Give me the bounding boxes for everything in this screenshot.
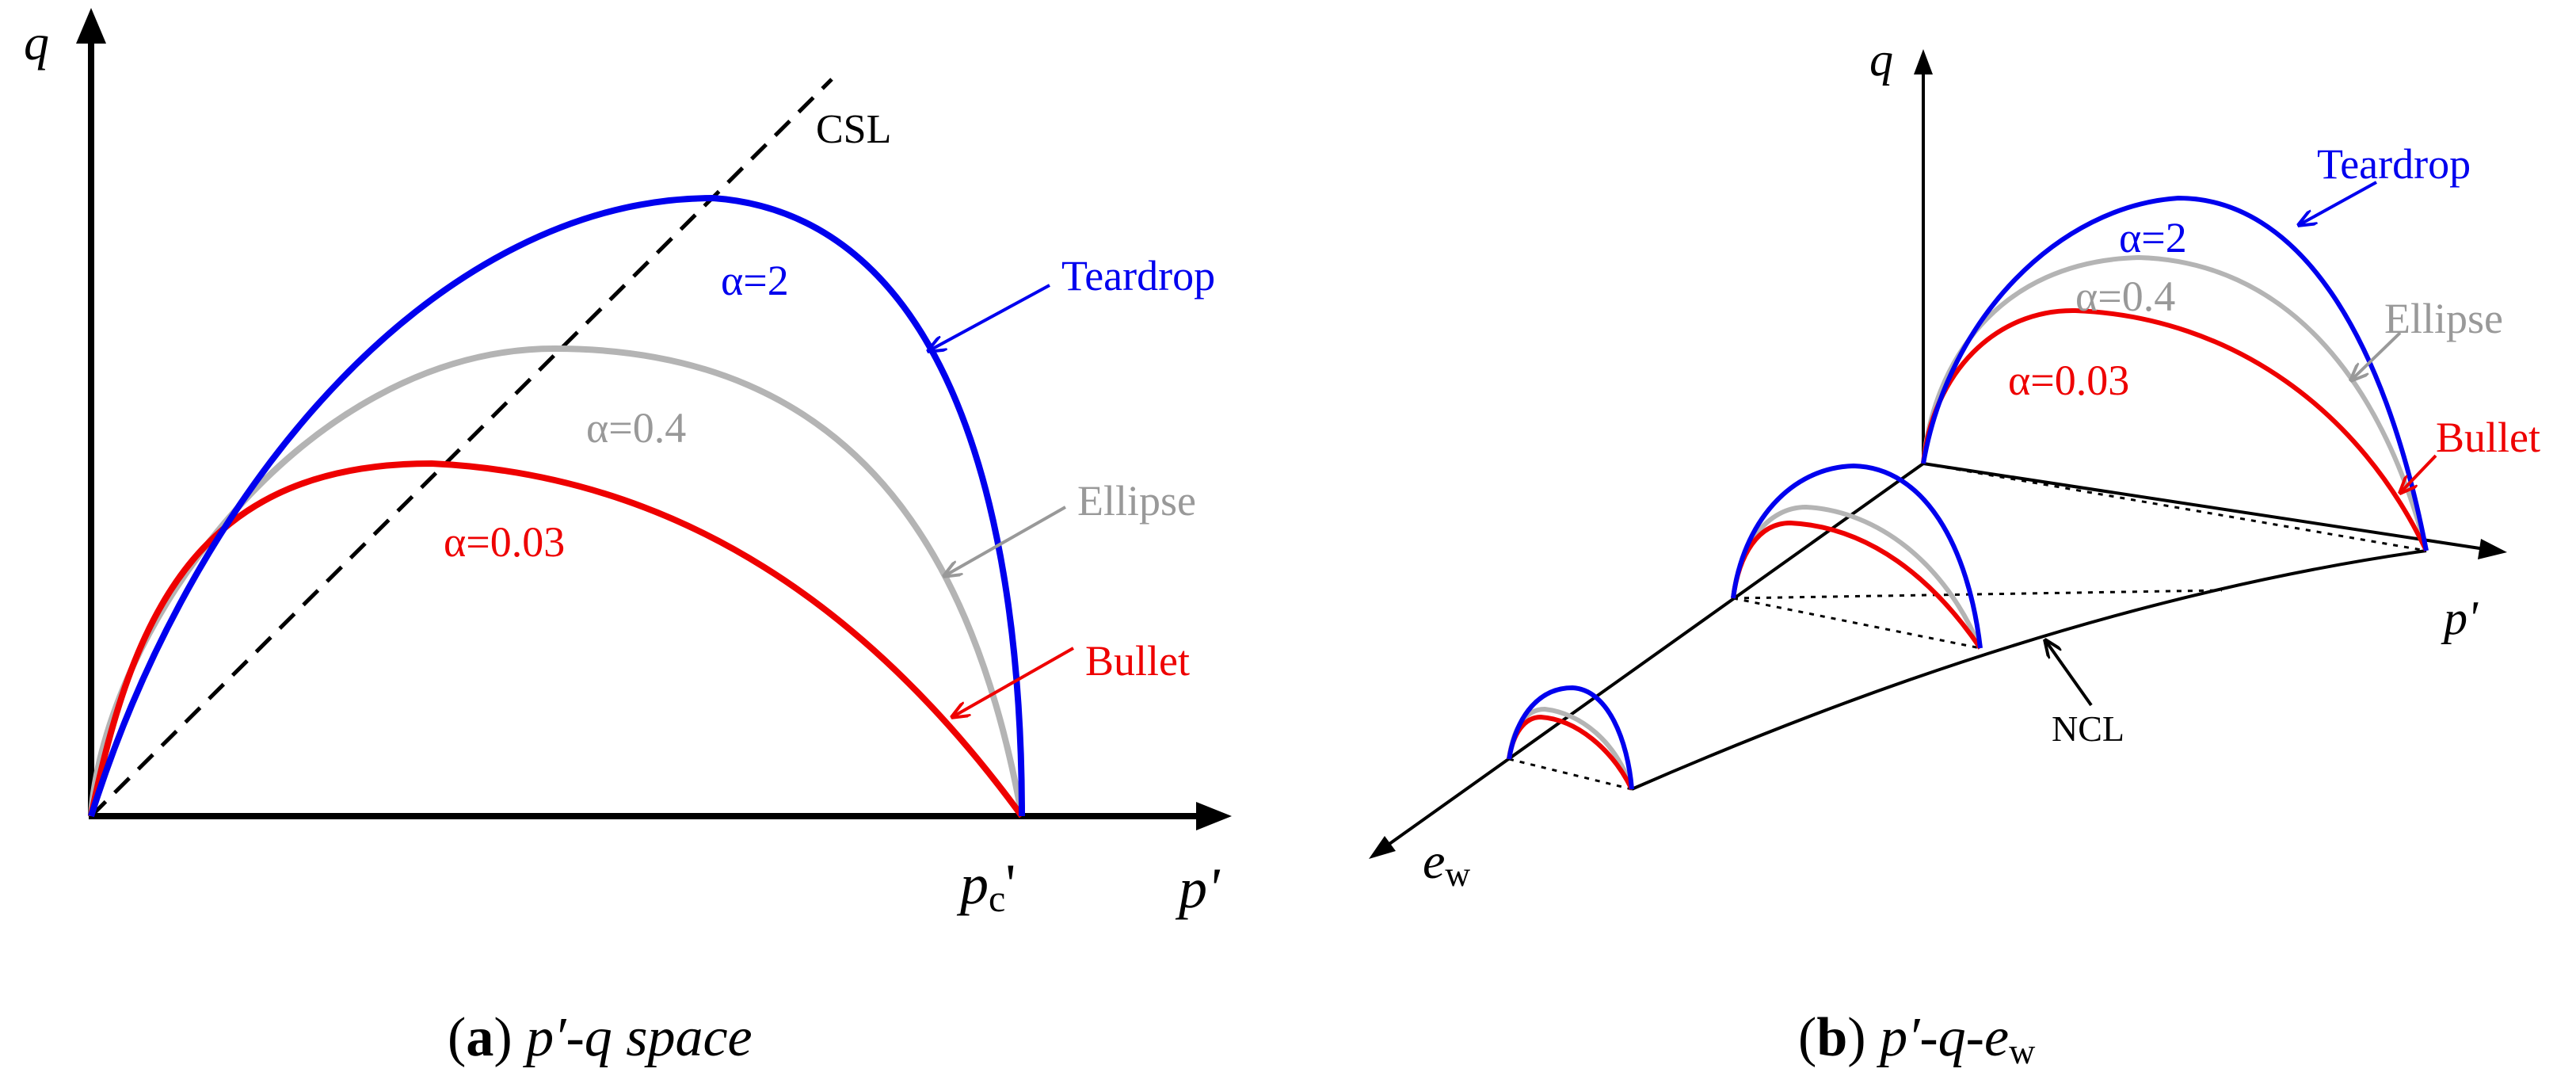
teardrop-arrow-b [2299,181,2377,225]
panel-a: q p' pc' CSL Teardrop Ellipse Bullet α=2… [24,8,1232,920]
ew-axis [1377,462,1925,853]
ew-axis-arrowhead [1369,836,1396,859]
p-axis-label-b: p' [2441,592,2479,644]
teardrop-curve-a [88,194,1025,818]
panel-b: q p' ew NCL Teardrop Ellipse Bullet α=2 … [1369,33,2540,894]
p-axis-label-a: p' [1175,857,1221,920]
q-axis-label-b: q [1869,33,1893,86]
ncl-label: NCL [2052,708,2124,749]
ellipse-label-b: Ellipse [2384,295,2503,342]
caption-b: (b) p′-q-ew [1798,1007,2036,1071]
caption-a: (a) p′-q space [448,1007,753,1068]
teardrop-label-b: Teardrop [2317,140,2471,188]
connector-medium-base [1732,597,1981,650]
teardrop-label-a: Teardrop [1061,252,1215,300]
alpha-teardrop-label-a: α=2 [721,257,789,304]
bullet-arrow-a [952,647,1074,717]
alpha-bullet-label-b: α=0.03 [2008,357,2129,404]
ncl-arrow [2045,640,2093,707]
bullet-label-a: Bullet [1085,637,1190,685]
ellipse-arrow-a [944,506,1066,576]
alpha-bullet-label-a: α=0.03 [444,518,565,566]
pc-label: pc' [956,853,1016,920]
ellipse-curve-a [88,345,1025,817]
alpha-ellipse-label-a: α=0.4 [586,404,686,452]
q-axis-arrowhead-a [76,8,106,44]
connector-medium [1732,589,2223,600]
teardrop-curve-b-medium [1731,463,1983,649]
bullet-arrow-b [2400,454,2437,493]
bullet-label-b: Bullet [2436,414,2540,461]
teardrop-arrow-a [928,284,1050,351]
alpha-teardrop-label-b: α=2 [2119,214,2187,261]
bullet-curve-a [88,460,1025,819]
bullet-curve-b-large [1921,307,2429,552]
connector-large [1922,462,2427,552]
p-axis-b [1922,462,2496,552]
teardrop-curve-b-large [1921,195,2429,551]
p-axis-arrowhead-a [1196,802,1232,830]
csl-label: CSL [816,107,891,152]
ellipse-label-a: Ellipse [1077,477,1196,525]
ellipse-arrow-b [2351,331,2402,380]
teardrop-curve-b-small [1507,685,1634,790]
ew-axis-label: ew [1423,833,1470,894]
q-axis-arrowhead-b [1914,49,1933,74]
p-axis-arrowhead-b [2478,539,2507,559]
csl-line [90,78,833,818]
q-axis-label-a: q [24,14,49,71]
alpha-ellipse-label-b: α=0.4 [2075,273,2175,320]
